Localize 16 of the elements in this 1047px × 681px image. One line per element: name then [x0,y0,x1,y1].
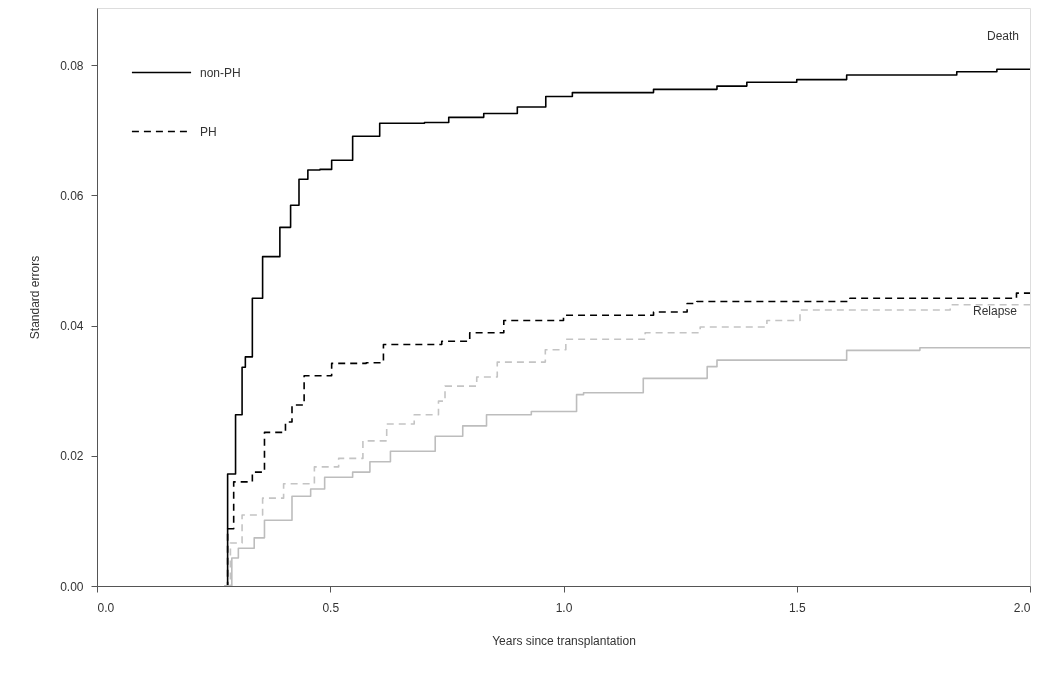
x-tick-label: 0.5 [322,600,340,615]
y-tick-label: 0.00 [60,579,84,594]
y-tick-label: 0.08 [60,58,84,73]
legend-label: PH [200,124,217,139]
legend-label: non-PH [200,65,241,80]
y-tick-label: 0.04 [60,319,84,334]
y-tick-label: 0.02 [60,449,84,464]
y-tick-label: 0.06 [60,188,84,203]
annotation: Relapse [972,304,1018,318]
x-tick-label: 0.0 [97,600,115,615]
annotation: Death [986,29,1020,43]
x-axis-title: Years since transplantation [492,633,636,648]
x-tick-label: 1.5 [788,600,806,615]
x-tick-label: 1.0 [555,600,573,615]
y-axis-title: Standard errors [28,255,43,340]
x-tick-label: 2.0 [1013,600,1031,615]
